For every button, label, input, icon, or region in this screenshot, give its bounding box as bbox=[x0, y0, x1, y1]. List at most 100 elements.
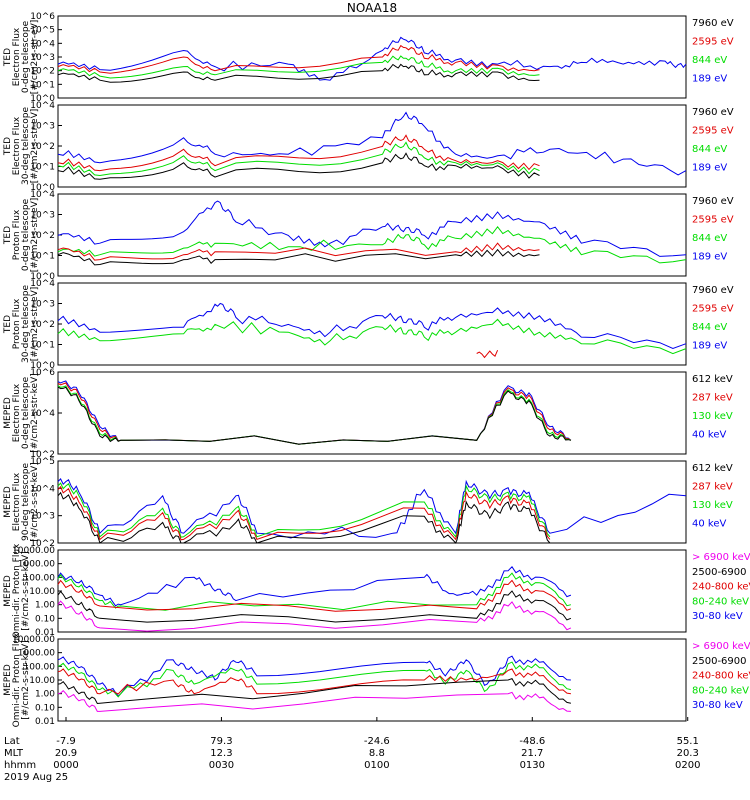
legend-entry: 40 keV bbox=[692, 430, 726, 441]
date-label: 2019 Aug 25 bbox=[4, 772, 68, 783]
y-tick-label: 10^1 bbox=[30, 163, 55, 173]
legend-entry: > 6900 keV bbox=[692, 641, 750, 652]
y-axis-label: 30-deg telescope bbox=[21, 285, 31, 363]
y-axis-label: Omni-dir. Proton Flux bbox=[12, 543, 22, 638]
y-tick-label: 10^2 bbox=[30, 67, 55, 77]
panel-2: 10^0 10^1 10^2 10^3 10^4 TED Electron Flux 30-d… bbox=[3, 101, 734, 193]
y-tick-label: 10^4 bbox=[30, 409, 55, 419]
legend-entry: 240-800 keV bbox=[692, 582, 750, 593]
series-black bbox=[57, 386, 572, 445]
legend-entry: 80-240 keV bbox=[692, 596, 749, 607]
x-tick-mlt: 20.3 bbox=[677, 748, 699, 759]
series-black bbox=[57, 677, 571, 705]
legend-entry: 2500-6900 bbox=[692, 567, 747, 578]
legend-entry: 7960 eV bbox=[692, 18, 734, 29]
y-axis-label: 30-deg telescope bbox=[21, 107, 31, 185]
y-tick-label: 100.00 bbox=[24, 573, 56, 583]
series-black bbox=[57, 63, 540, 83]
y-tick-label: 1000.00 bbox=[18, 649, 55, 659]
series-red bbox=[57, 44, 540, 74]
legend-entry: 240-800 keV bbox=[692, 671, 750, 682]
legend-entry: 130 keV bbox=[692, 500, 733, 511]
series-blue bbox=[57, 478, 687, 539]
legend-entry: 2595 eV bbox=[692, 37, 734, 48]
y-tick-label: 10^2 bbox=[30, 539, 55, 549]
panel-4: 10^0 10^1 10^2 10^3 10^4 TED Proton Flux 30-deg… bbox=[3, 279, 734, 371]
series-black bbox=[57, 491, 551, 544]
x-tick-hhmm: 0200 bbox=[675, 760, 700, 771]
panel-1: 10^0 10^1 10^2 10^3 10^4 10^5 10^6 TED Electron … bbox=[3, 12, 734, 104]
series-blue bbox=[57, 111, 687, 176]
series-green bbox=[57, 318, 687, 355]
legend-entry: 40 keV bbox=[692, 519, 726, 530]
series-green bbox=[57, 141, 540, 177]
y-tick-label: 10^4 bbox=[30, 484, 55, 494]
legend-entry: 130 keV bbox=[692, 411, 733, 422]
legend-entry: 844 eV bbox=[692, 233, 727, 244]
y-tick-label: 10^4 bbox=[30, 190, 55, 200]
y-axis-label: [#/cm2-s-str-eV] bbox=[30, 198, 40, 273]
series-green bbox=[57, 572, 572, 611]
y-axis-label: 90-deg telescope bbox=[21, 463, 31, 541]
y-axis-label: TED bbox=[3, 137, 13, 156]
series-blue bbox=[57, 566, 572, 607]
x-tick-mlt: 20.9 bbox=[55, 748, 77, 759]
x-tick-mlt: 8.8 bbox=[369, 748, 385, 759]
x-tick-mlt: 21.7 bbox=[521, 748, 543, 759]
y-axis-label: MEPED bbox=[3, 486, 13, 518]
legend-entry: 7960 eV bbox=[692, 107, 734, 118]
y-tick-label: 0.10 bbox=[35, 703, 55, 713]
series-green bbox=[57, 661, 572, 698]
y-axis-label: [#/cm2-s-str-keV] bbox=[21, 551, 31, 630]
y-tick-label: 10^2 bbox=[30, 450, 55, 460]
x-row-label-hhmm: hhmm bbox=[4, 760, 36, 771]
legend-entry: 2595 eV bbox=[692, 304, 734, 315]
legend-entry: 612 keV bbox=[692, 463, 733, 474]
y-tick-label: 1000.00 bbox=[18, 560, 55, 570]
x-tick-lat: -48.6 bbox=[519, 736, 545, 747]
y-tick-label: 10^1 bbox=[30, 341, 55, 351]
y-axis-label: Proton Flux bbox=[12, 298, 22, 349]
y-tick-label: 10^3 bbox=[30, 512, 55, 522]
y-axis-label: [#/cm2-s-str-eV] bbox=[30, 20, 40, 95]
legend-entry: 844 eV bbox=[692, 55, 727, 66]
series-green bbox=[57, 482, 551, 538]
series-magenta bbox=[57, 600, 572, 632]
y-tick-label: 10^6 bbox=[30, 12, 55, 22]
series-black bbox=[57, 248, 540, 266]
y-axis-label: [#/cm2-s-str-eV] bbox=[30, 109, 40, 184]
y-tick-label: 10000.00 bbox=[12, 635, 55, 645]
y-axis-label: [#/cm2-s-str-eV] bbox=[30, 287, 40, 362]
y-tick-label: 10^4 bbox=[30, 39, 55, 49]
legend-entry: 189 eV bbox=[692, 341, 727, 352]
y-axis-label: MEPED bbox=[3, 575, 13, 607]
legend-entry: 2595 eV bbox=[692, 215, 734, 226]
y-tick-label: 10^1 bbox=[30, 252, 55, 262]
x-tick-mlt: 12.3 bbox=[210, 748, 232, 759]
legend-entry: > 6900 keV bbox=[692, 552, 750, 563]
y-axis-label: MEPED bbox=[3, 397, 13, 429]
y-tick-label: 0.01 bbox=[35, 628, 55, 638]
y-tick-label: 1.00 bbox=[35, 601, 55, 611]
x-tick-lat: 55.1 bbox=[677, 736, 699, 747]
y-axis-label: Electron Flux bbox=[12, 472, 22, 531]
y-tick-label: 10.00 bbox=[29, 676, 55, 686]
series-red bbox=[57, 485, 551, 541]
panel-8: 0.01 0.10 1.00 10.00 100.00 1000.00 10000.00 ME… bbox=[3, 632, 750, 727]
y-tick-label: 0.10 bbox=[35, 614, 55, 624]
panel-frame bbox=[57, 282, 687, 366]
y-tick-label: 10^0 bbox=[30, 94, 55, 104]
legend-entry: 189 eV bbox=[692, 74, 727, 85]
y-axis-label: [#/cm2-s-str-keV] bbox=[21, 640, 31, 719]
series-blue bbox=[57, 36, 687, 81]
y-tick-label: 10.00 bbox=[29, 587, 55, 597]
legend-entry: 2595 eV bbox=[692, 126, 734, 137]
panel-frame bbox=[57, 460, 687, 544]
y-tick-label: 10000.00 bbox=[12, 546, 55, 556]
y-axis-label: TED bbox=[3, 48, 13, 67]
x-row-label-mlt: MLT bbox=[4, 748, 24, 759]
x-tick-hhmm: 0030 bbox=[209, 760, 234, 771]
series-red bbox=[57, 242, 540, 261]
